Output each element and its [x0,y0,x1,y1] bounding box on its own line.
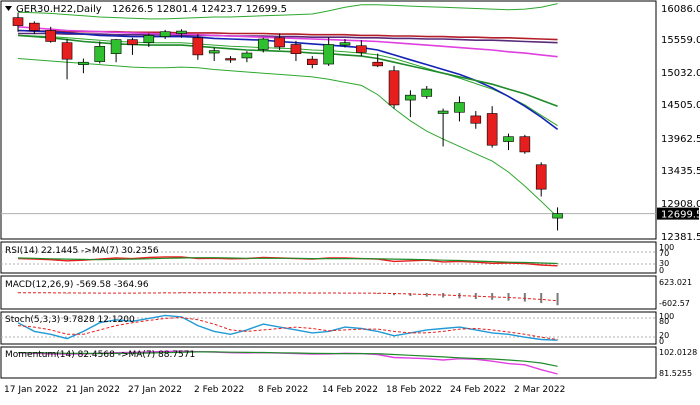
candle-bullish [143,35,155,43]
price-tick: 12908.0 [661,199,700,210]
price-tick: 12381.5 [661,232,700,243]
date-label: 14 Feb 2022 [322,385,378,395]
stoch-panel[interactable] [0,311,657,345]
candle-bearish [306,58,318,65]
candle-bearish [519,136,531,153]
ma-magenta-line [17,26,558,58]
candle-bullish [552,213,563,219]
candle-bullish [323,44,334,65]
candle-bullish [94,46,106,62]
collapse-arrow-icon[interactable] [5,6,12,11]
momentum-ma-line [18,351,558,367]
stoch-label: Stoch(5,3,3) 9.7828 12.1200 [5,315,135,325]
date-label: 21 Jan 2022 [66,385,120,395]
candle-bullish [78,61,89,65]
ma-purple-line [18,32,558,44]
candle-bullish [454,102,465,113]
candle-bearish [290,44,302,54]
stoch-tick: 80 [659,317,669,326]
candle-bearish [127,39,138,45]
symbol-label: GER30.H22,Daily [16,4,102,15]
price-tick: 15032.0 [661,68,700,79]
date-label: 24 Feb 2022 [450,385,506,395]
ohlc-values: 12626.5 12801.4 12423.7 12699.5 [112,4,287,15]
candle-bullish [339,42,351,46]
stoch-tick: 100 [659,312,674,321]
price-tick: 16086.0 [661,4,700,15]
macd-label: MACD(12,26,9) -569.58 -364.96 [5,280,149,290]
candle-bearish [45,30,57,42]
stoch-d-line [17,316,558,340]
momentum-panel[interactable] [0,346,657,379]
date-label: 27 Jan 2022 [128,385,182,395]
rsi-tick: 70 [659,249,669,258]
date-label: 2 Feb 2022 [194,385,244,395]
candle-bearish [12,17,24,26]
momentum-label: Momentum(14) 82.4568 ->MA(7) 88.7571 [5,350,195,360]
rsi-ma-line [17,257,558,265]
candle-bullish [110,39,122,54]
candle-bullish [208,50,220,54]
bollinger-lower [17,58,558,218]
price-tick: 13962.5 [661,134,700,145]
rsi-tick: 0 [659,266,664,275]
candle-bullish [176,30,187,34]
candle-bearish [274,37,285,48]
ma-green-line [17,34,558,107]
candle-bullish [405,94,416,101]
candle-bearish [470,115,482,124]
momentum-tick: 81.5255 [659,369,692,378]
candle-bullish [421,88,433,97]
candle-bearish [356,45,367,53]
rsi-tick: 100 [659,243,674,252]
current-price-tag [657,207,699,220]
candle-bearish [192,37,204,56]
macd-tick: 623.021 [659,278,692,287]
macd-tick: -602.57 [659,299,690,308]
rsi-tick: 30 [659,259,669,268]
candle-bullish [503,136,514,142]
stoch-tick: 0 [659,337,664,346]
candle-bearish [486,113,498,146]
momentum-tick: 102.0128 [659,348,697,357]
candle-bearish [61,42,73,60]
price-tick: 13435.5 [661,166,700,177]
candle-bearish [535,164,547,190]
stoch-k-line [17,314,558,341]
ma-blue-line [17,29,559,131]
candle-bullish [241,52,253,59]
price-tick: 14505.0 [661,100,700,111]
price-tick: 15559.0 [661,35,700,46]
date-label: 17 Jan 2022 [4,385,58,395]
time-axis: 17 Jan 2022 21 Jan 2022 27 Jan 2022 2 Fe… [4,385,565,395]
stoch-tick: 20 [659,331,669,340]
rsi-label: RSI(14) 22.1445 ->MA(7) 30.2356 [5,246,159,256]
price-axis: 16086.0 15559.0 15032.0 14505.0 13962.5 … [661,4,700,243]
date-label: 2 Mar 2022 [514,385,565,395]
date-label: 18 Feb 2022 [386,385,442,395]
candle-bearish [29,22,40,31]
date-label: 8 Feb 2022 [258,385,308,395]
current-price-label: 12699.5 [661,210,700,221]
candle-bearish [225,58,236,61]
bollinger-middle [17,34,558,127]
bollinger-upper [17,3,558,20]
candle-bullish [159,31,171,37]
candle-bearish [372,61,384,67]
candle-bullish [257,38,269,50]
candle-bearish [388,70,400,106]
candle-bullish [437,110,449,114]
